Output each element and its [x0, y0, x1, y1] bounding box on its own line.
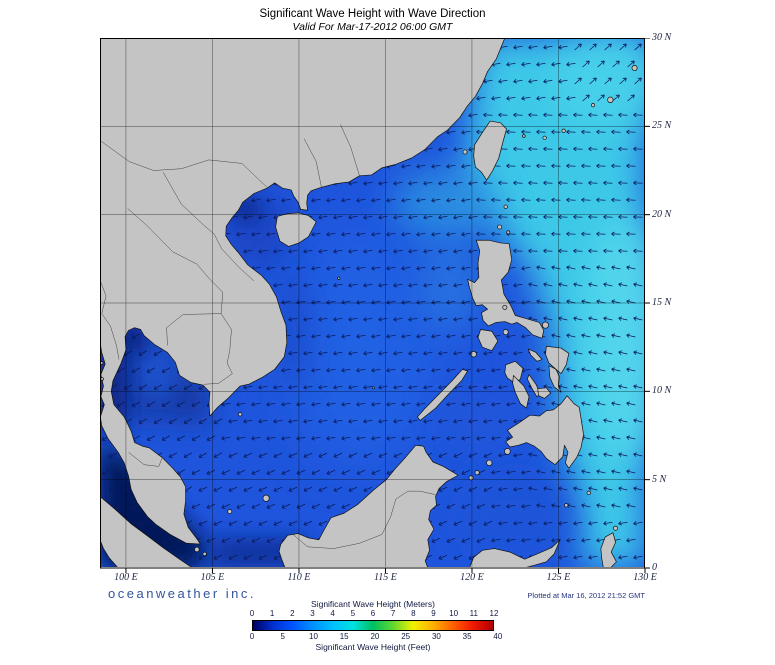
island-leyte — [549, 366, 561, 393]
lon-tick-label: 105 E — [200, 572, 225, 583]
oceanweather-logo-text: oceanweather inc. — [108, 586, 257, 601]
legend-tick-label: 30 — [431, 632, 441, 641]
lon-tick-label: 130 E — [633, 572, 657, 583]
legend-tick-label: 4 — [330, 609, 335, 618]
legend-tick-label: 3 — [310, 609, 315, 618]
small-islands — [101, 65, 637, 555]
legend-feet-tick-row: 0 5 10 15 20 25 30 35 40 — [250, 632, 503, 642]
lon-tick-label: 120 E — [460, 572, 484, 583]
legend-tick-label: 5 — [280, 632, 285, 641]
graticule-grid — [100, 38, 645, 568]
plotted-timestamp: Plotted at Mar 16, 2012 21:52 GMT — [527, 591, 645, 600]
legend-colorbar — [252, 620, 494, 631]
legend-tick-label: 15 — [339, 632, 349, 641]
island-sumatra — [101, 496, 193, 567]
lat-tick-label: 0 — [652, 562, 657, 573]
legend-tick-label: 20 — [370, 632, 380, 641]
legend-tick-label: 1 — [269, 609, 275, 618]
legend-tick-label: 40 — [493, 632, 503, 641]
lat-tick-label: 5 N — [652, 473, 667, 485]
island-mindanao — [506, 396, 584, 468]
lat-tick-label: 25 N — [652, 120, 672, 132]
lat-tick-label: 15 N — [652, 297, 672, 308]
legend-meters-tick-row: 0 1 2 3 4 5 6 7 8 9 10 11 12 — [250, 609, 499, 619]
country-borders — [100, 125, 436, 549]
lon-tick-label: 125 E — [546, 572, 571, 583]
island-samar — [545, 346, 568, 373]
legend-tick-label: 5 — [350, 609, 356, 618]
island-mindoro — [478, 329, 498, 350]
land-layer — [100, 38, 645, 568]
island-taiwan — [474, 121, 507, 180]
lat-tick-label: 30 N — [652, 32, 672, 43]
lon-tick-label: 100 E — [114, 572, 138, 583]
island-sulawesi-north-arm — [469, 540, 560, 567]
island-masbate — [528, 349, 542, 361]
legend-title-meters: Significant Wave Height (Meters) — [311, 599, 435, 609]
lon-tick-label: 115 E — [374, 572, 397, 583]
island-bohol — [538, 388, 551, 399]
legend-tick-label: 7 — [390, 609, 396, 618]
legend-tick-label: 10 — [309, 632, 318, 641]
island-halmahera — [601, 533, 617, 567]
lat-tick-label: 10 N — [652, 385, 672, 397]
page-title: Significant Wave Height with Wave Direct… — [259, 8, 486, 20]
legend-tick-label: 8 — [411, 609, 416, 618]
legend-tick-label: 9 — [431, 609, 436, 618]
map-frame — [100, 38, 645, 569]
axis-ticks — [125, 38, 650, 573]
legend-tick-label: 11 — [469, 609, 478, 618]
coastline-mainland-asia — [101, 39, 505, 544]
legend-title-feet: Significant Wave Height (Feet) — [315, 642, 431, 652]
island-negros — [513, 375, 529, 408]
legend-tick-label: 6 — [370, 609, 376, 618]
legend-tick-label: 10 — [449, 609, 459, 618]
legend-tick-label: 25 — [401, 632, 411, 641]
legend-tick-label: 0 — [249, 632, 255, 641]
lat-tick-label: 20 N — [652, 208, 672, 220]
island-luzon — [468, 240, 544, 338]
legend-tick-label: 12 — [489, 609, 499, 618]
map-canvas — [100, 38, 650, 573]
island-borneo — [279, 445, 458, 567]
island-palawan — [417, 369, 467, 420]
legend-tick-label: 35 — [462, 632, 472, 641]
legend-tick-label: 2 — [290, 609, 295, 618]
lon-tick-label: 110 E — [287, 572, 311, 583]
valid-time-subtitle: Valid For Mar-17-2012 06:00 GMT — [292, 21, 453, 33]
legend-tick-label: 0 — [249, 609, 255, 618]
